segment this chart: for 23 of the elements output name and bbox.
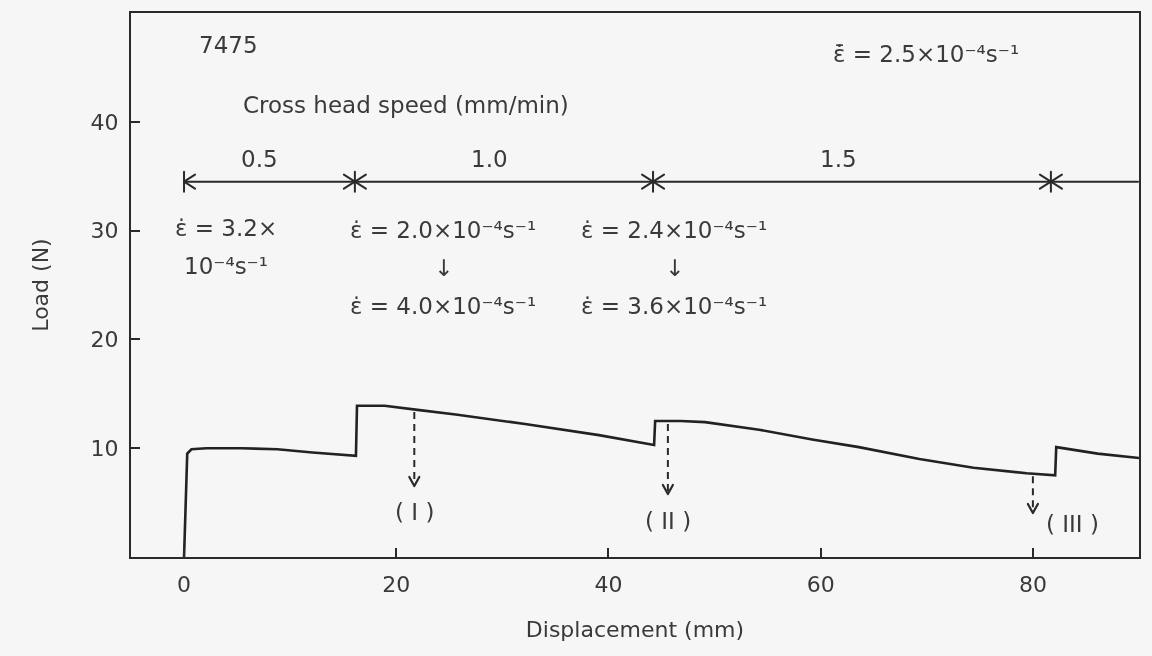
y-tick-label: 40 [90, 109, 119, 135]
annotation: 7475 [199, 32, 258, 58]
annotation: 0.5 [241, 146, 278, 172]
y-tick-label: 30 [90, 218, 119, 244]
y-axis-title: Load (N) [27, 238, 53, 332]
annotation: ( I ) [395, 499, 435, 525]
annotation: ( III ) [1046, 511, 1099, 537]
x-tick-label: 80 [1018, 571, 1047, 597]
annotation: ε̇ = 2.0×10⁻⁴s⁻¹ ↓ ε̇ = 4.0×10⁻⁴s⁻¹ [350, 217, 537, 319]
x-tick-label: 20 [382, 571, 411, 597]
x-tick-label: 40 [594, 571, 623, 597]
annotation: ( II ) [645, 508, 692, 534]
annotation: 1.5 [820, 146, 857, 172]
x-tick-label: 0 [177, 571, 192, 597]
annotation: ε̇ = 2.4×10⁻⁴s⁻¹ ↓ ε̇ = 3.6×10⁻⁴s⁻¹ [581, 217, 768, 319]
annotation: Cross head speed (mm/min) [243, 92, 569, 118]
x-tick-label: 60 [806, 571, 835, 597]
y-tick-label: 20 [90, 327, 119, 353]
annotation: ε̇̄ = 2.5×10⁻⁴s⁻¹ [833, 41, 1020, 67]
x-axis-title: Displacement (mm) [525, 617, 745, 642]
annotation: ε̇ = 3.2× 10⁻⁴s⁻¹ [175, 215, 278, 279]
annotation: 1.0 [471, 146, 508, 172]
y-tick-label: 10 [90, 435, 119, 461]
